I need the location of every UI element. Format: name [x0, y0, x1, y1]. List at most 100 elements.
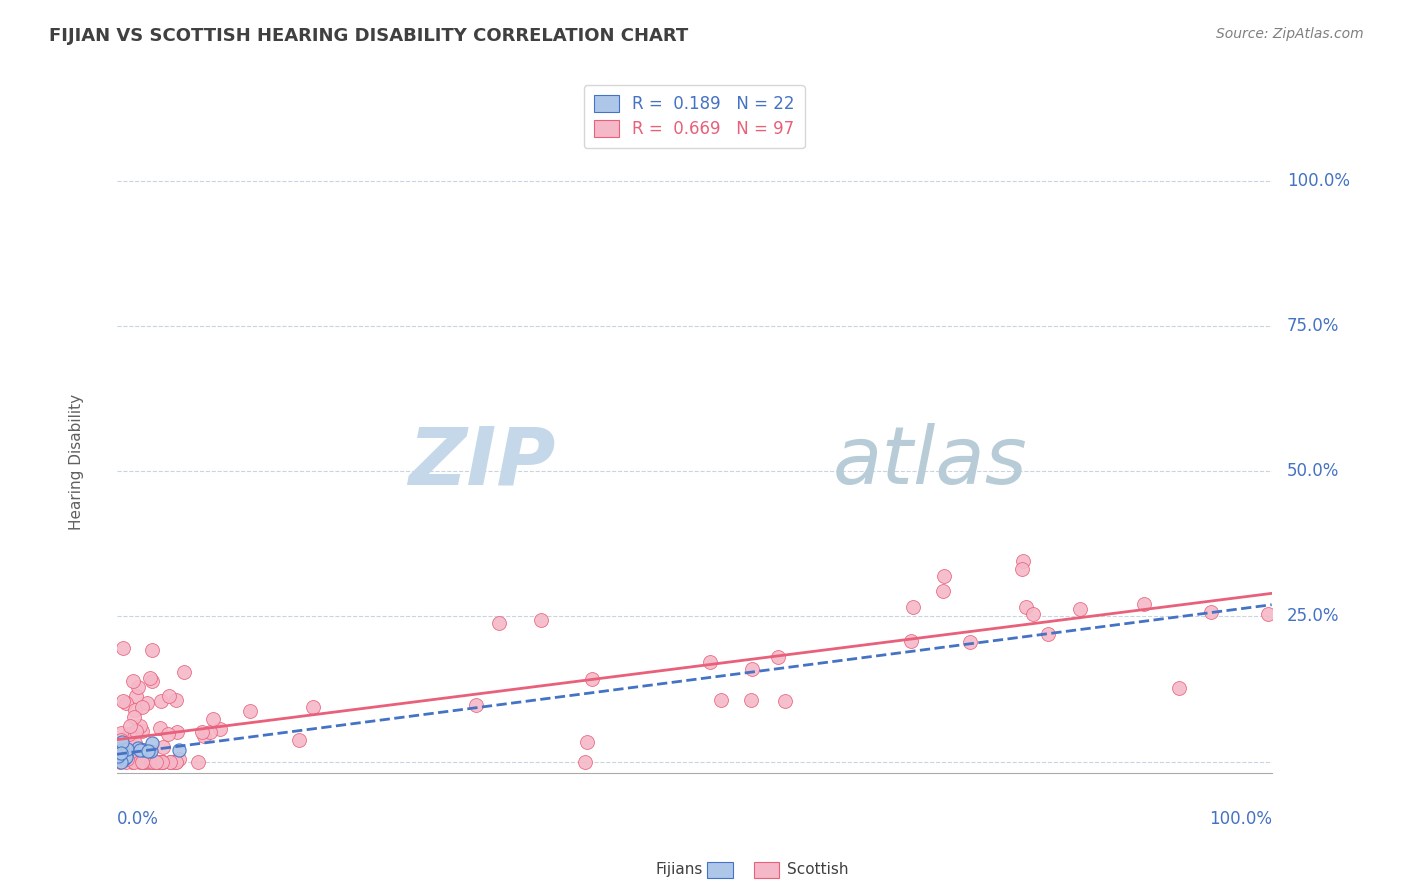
Point: [198, 725, 221, 739]
Point: [159, 755, 181, 769]
Point: [111, 735, 134, 749]
Point: [136, 755, 159, 769]
Point: [465, 698, 488, 712]
Point: [1199, 605, 1222, 619]
Point: [149, 694, 172, 708]
Point: [740, 693, 762, 707]
Point: [110, 725, 132, 739]
Point: [136, 696, 159, 710]
Point: [108, 747, 131, 761]
Text: Source: ZipAtlas.com: Source: ZipAtlas.com: [1216, 27, 1364, 41]
Point: [530, 613, 553, 627]
Point: [152, 740, 174, 755]
Point: [141, 744, 163, 758]
Text: 50.0%: 50.0%: [1286, 462, 1339, 480]
Point: [125, 723, 148, 738]
Point: [118, 719, 141, 733]
Point: [136, 750, 159, 764]
Point: [166, 725, 188, 739]
Text: 25.0%: 25.0%: [1286, 607, 1339, 625]
Point: [129, 755, 152, 769]
Point: [239, 705, 262, 719]
Point: [121, 755, 143, 769]
Legend: R =  0.189   N = 22, R =  0.669   N = 97: R = 0.189 N = 22, R = 0.669 N = 97: [583, 86, 804, 148]
Point: [139, 671, 162, 685]
Point: [1168, 681, 1191, 695]
Point: [128, 743, 150, 757]
Point: [145, 755, 167, 769]
Point: [112, 747, 135, 761]
Point: [115, 747, 138, 761]
Point: [111, 744, 134, 758]
Point: [131, 755, 153, 769]
Text: 100.0%: 100.0%: [1209, 811, 1271, 829]
Point: [112, 752, 135, 766]
Point: [581, 672, 603, 686]
Point: [152, 755, 174, 769]
Point: [301, 700, 323, 714]
Point: [107, 749, 129, 764]
Point: [139, 755, 162, 769]
Point: [169, 743, 191, 757]
Point: [132, 743, 155, 757]
Point: [167, 752, 190, 766]
Text: Fijians: Fijians: [655, 863, 703, 877]
Point: [141, 674, 163, 689]
Point: [114, 697, 136, 711]
Point: [148, 721, 170, 735]
Text: atlas: atlas: [832, 424, 1028, 501]
Point: [111, 640, 134, 655]
Point: [108, 755, 131, 769]
Point: [165, 755, 187, 769]
Point: [932, 583, 955, 598]
Point: [1069, 602, 1091, 616]
Point: [128, 719, 150, 733]
Point: [142, 755, 165, 769]
Point: [108, 747, 131, 761]
Text: Scottish: Scottish: [787, 863, 849, 877]
Point: [773, 694, 796, 708]
Point: [118, 727, 141, 741]
Text: 100.0%: 100.0%: [1286, 171, 1350, 190]
Point: [115, 755, 138, 769]
Point: [111, 694, 134, 708]
Point: [125, 689, 148, 703]
Point: [124, 736, 146, 750]
Point: [165, 755, 187, 769]
Point: [138, 745, 160, 759]
Point: [959, 634, 981, 648]
Point: [288, 732, 311, 747]
Point: [741, 662, 763, 676]
Text: 0.0%: 0.0%: [117, 811, 159, 829]
Point: [141, 643, 163, 657]
Point: [156, 727, 179, 741]
Point: [187, 755, 209, 769]
Point: [107, 751, 129, 765]
Point: [120, 745, 142, 759]
Point: [149, 755, 172, 769]
Point: [766, 650, 789, 665]
Point: [131, 724, 153, 739]
Point: [160, 755, 183, 769]
Point: [903, 600, 925, 615]
Point: [131, 700, 153, 714]
Point: [1132, 597, 1154, 611]
Point: [576, 735, 599, 749]
Point: [107, 750, 129, 764]
Point: [124, 703, 146, 717]
Point: [110, 755, 132, 769]
Point: [146, 755, 169, 769]
Point: [132, 755, 155, 769]
Point: [488, 616, 510, 631]
Point: [1022, 607, 1045, 622]
Text: ZIP: ZIP: [408, 424, 555, 501]
Text: Hearing Disability: Hearing Disability: [69, 394, 84, 531]
Point: [1036, 627, 1059, 641]
Point: [1011, 562, 1033, 576]
Point: [127, 680, 149, 694]
Point: [122, 755, 145, 769]
Point: [202, 712, 225, 726]
Point: [165, 692, 187, 706]
Point: [191, 725, 214, 739]
Point: [574, 755, 596, 769]
